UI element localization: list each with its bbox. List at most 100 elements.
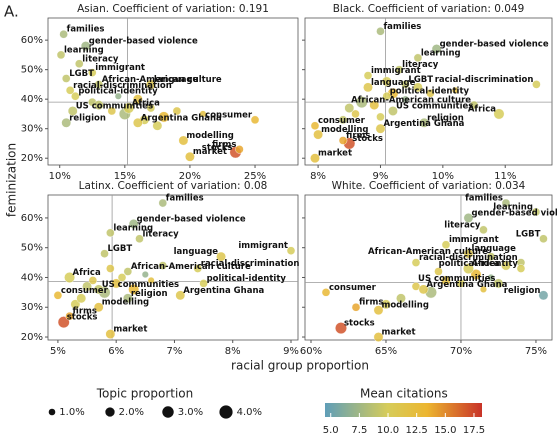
bubble xyxy=(152,120,163,131)
bubble xyxy=(93,100,104,110)
point-label: language xyxy=(154,75,199,85)
bubble xyxy=(250,115,260,125)
bubble xyxy=(516,264,526,273)
bubble xyxy=(147,276,155,284)
point-label: firms xyxy=(359,298,383,308)
point-label: racial-discrimination xyxy=(201,259,300,269)
bubble xyxy=(172,106,182,116)
bubble xyxy=(178,135,189,146)
bubble xyxy=(381,76,392,87)
x-tick-label: 10% xyxy=(432,171,454,182)
point-label: immigrant xyxy=(238,241,288,251)
point-label: Africa xyxy=(132,99,160,109)
x-tick-label: 60% xyxy=(300,346,322,357)
bubble xyxy=(88,276,98,285)
bubble xyxy=(310,153,320,164)
x-tick-label: 9% xyxy=(373,171,389,182)
point-label: Africa xyxy=(468,104,496,114)
bubble xyxy=(132,117,143,128)
point-label: LGBT xyxy=(408,75,433,85)
bubble xyxy=(373,305,384,316)
point-label: religion xyxy=(427,113,464,123)
plot-frame xyxy=(47,194,299,341)
y-tick-label: 30% xyxy=(21,124,43,135)
bubble xyxy=(146,103,156,113)
size-legend-label: 3.0% xyxy=(178,407,203,418)
bubble xyxy=(463,213,474,223)
point-label: firms xyxy=(346,131,370,141)
bubble xyxy=(64,272,75,283)
point-label: learning xyxy=(64,45,104,55)
bubble xyxy=(135,234,144,244)
bubble xyxy=(185,151,195,162)
bubble xyxy=(441,275,451,286)
bubble xyxy=(469,100,479,110)
bubble xyxy=(57,316,70,329)
bubble xyxy=(106,228,115,238)
bubble xyxy=(158,261,168,270)
color-legend-title: Mean citations xyxy=(360,387,448,401)
bubble xyxy=(76,293,87,304)
y-tick-label: 60% xyxy=(21,213,43,224)
point-label: learning xyxy=(113,223,153,233)
point-label: Argentina Ghana xyxy=(141,113,222,123)
y-tick-label: 40% xyxy=(21,94,43,105)
bubble xyxy=(216,251,226,262)
bubble xyxy=(470,269,482,280)
x-tick-label: 8% xyxy=(310,171,326,182)
point-label: consumer xyxy=(61,286,109,296)
bubble xyxy=(338,136,348,145)
size-legend-marker xyxy=(162,406,174,418)
point-label: market xyxy=(113,325,147,335)
point-label: political-identity xyxy=(207,274,287,284)
bubble xyxy=(401,80,410,89)
size-legend-label: 4.0% xyxy=(237,407,262,418)
bubble xyxy=(100,249,109,258)
point-label: religion xyxy=(504,286,541,296)
bubble xyxy=(158,198,168,208)
colorbar-tick-label: 7.5 xyxy=(351,425,367,436)
bubble xyxy=(313,129,323,140)
y-tick-label: 60% xyxy=(21,35,43,46)
bubble xyxy=(411,258,421,267)
x-tick-label: 75% xyxy=(525,346,547,357)
panel-title: White. Coefficient of variation: 0.034 xyxy=(332,180,526,192)
x-tick-label: 65% xyxy=(375,346,397,357)
x-tick-label: 25% xyxy=(244,171,266,182)
y-tick-label: 50% xyxy=(21,65,43,76)
point-label: literacy xyxy=(142,229,179,239)
bubble xyxy=(456,279,466,288)
point-label: language xyxy=(371,78,416,88)
bubble xyxy=(93,302,104,313)
size-legend-marker xyxy=(219,405,233,419)
point-label: US communities xyxy=(418,274,495,284)
bubble xyxy=(70,299,81,310)
point-label: modelling xyxy=(186,131,233,141)
x-tick-label: 15% xyxy=(114,171,136,182)
bubble xyxy=(107,106,117,116)
point-label: African-American culture xyxy=(131,262,251,272)
point-label: gender-based violence xyxy=(89,37,198,47)
point-label: modelling xyxy=(102,298,149,308)
bubble xyxy=(479,225,488,235)
x-tick-label: 70% xyxy=(450,346,472,357)
point-label: US communities xyxy=(396,101,473,111)
bubble xyxy=(375,123,386,134)
bubble xyxy=(310,121,320,130)
bubble xyxy=(93,284,104,295)
bubble xyxy=(193,264,203,273)
point-label: US communities xyxy=(102,280,179,290)
bubble xyxy=(493,278,504,289)
plot-frame xyxy=(304,17,553,166)
bubble xyxy=(59,29,68,39)
bubble xyxy=(65,311,74,321)
bubble xyxy=(122,293,133,304)
point-label: families xyxy=(67,25,105,35)
point-label: LGBT xyxy=(69,69,94,79)
x-axis-title: racial group proportion xyxy=(231,359,369,373)
bubble xyxy=(441,240,451,249)
point-label: racial-discrimination xyxy=(73,81,172,91)
point-label: Argentina Ghana xyxy=(383,119,464,129)
bubble xyxy=(199,279,208,288)
